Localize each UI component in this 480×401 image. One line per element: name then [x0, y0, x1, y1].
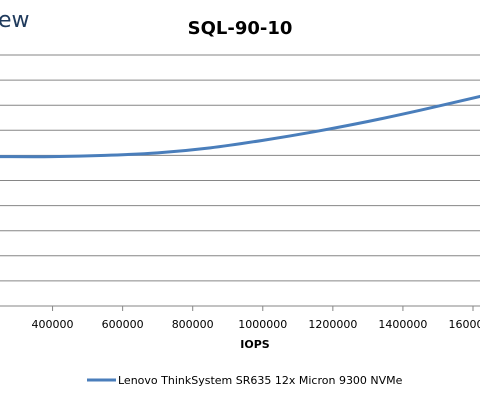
series-group — [0, 94, 480, 159]
legend-label: Lenovo ThinkSystem SR635 12x Micron 9300… — [118, 374, 403, 387]
chart-title: SQL-90-10 — [188, 18, 293, 39]
x-tick-label: 600000 — [102, 318, 144, 331]
x-tick-label: 800000 — [172, 318, 214, 331]
series-line — [0, 94, 480, 159]
gridlines — [0, 54, 480, 282]
x-tick-label: 400000 — [32, 318, 74, 331]
x-tick-label: 1000000 — [238, 318, 287, 331]
legend: Lenovo ThinkSystem SR635 12x Micron 9300… — [87, 374, 403, 387]
x-ticks: 400000 600000 800000 1000000 1200000 1400000 1… — [32, 306, 480, 331]
x-tick-label: 1600000 — [448, 318, 480, 331]
brand-logo-fragment: ew — [0, 8, 30, 33]
x-tick-label: 1400000 — [378, 318, 427, 331]
x-axis-label: IOPS — [240, 338, 270, 351]
x-tick-label: 1200000 — [308, 318, 357, 331]
